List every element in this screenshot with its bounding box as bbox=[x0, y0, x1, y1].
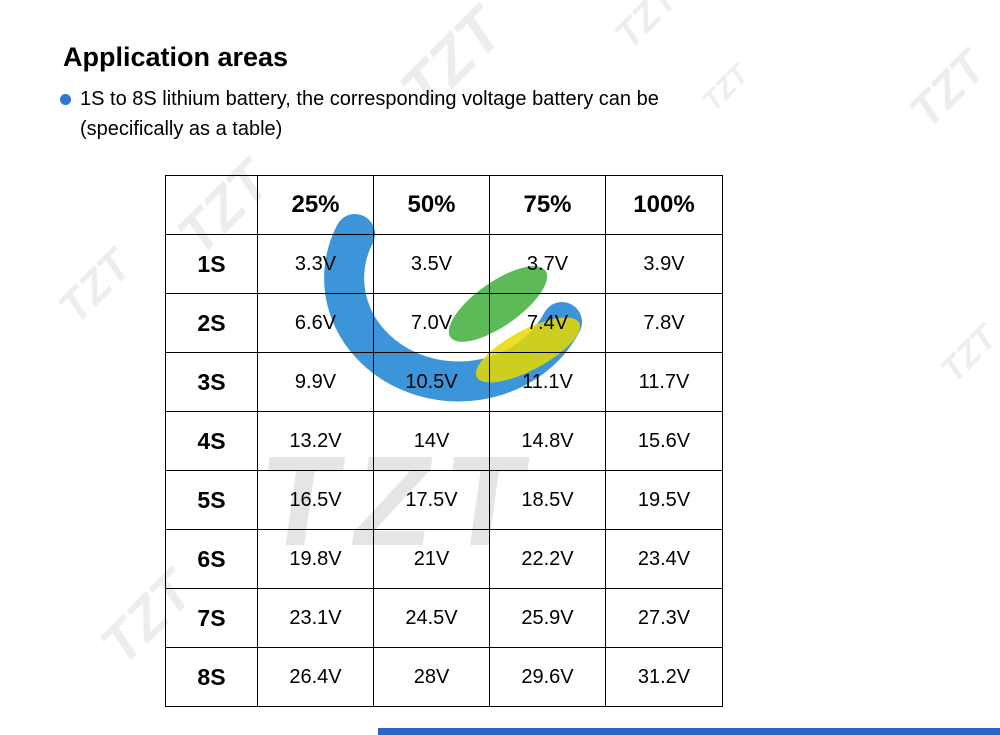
row-label-1s: 1S bbox=[165, 234, 258, 294]
voltage-cell: 3.5V bbox=[373, 234, 490, 294]
voltage-cell: 22.2V bbox=[489, 529, 606, 589]
voltage-cell: 27.3V bbox=[605, 588, 723, 648]
voltage-cell: 7.4V bbox=[489, 293, 606, 353]
voltage-cell: 31.2V bbox=[605, 647, 723, 707]
bullet-item: 1S to 8S lithium battery, the correspond… bbox=[60, 84, 840, 144]
bottom-accent-bar bbox=[378, 728, 1000, 735]
column-header-50: 50% bbox=[373, 175, 490, 235]
table-row: 8S 26.4V 28V 29.6V 31.2V bbox=[165, 647, 723, 707]
row-label-7s: 7S bbox=[165, 588, 258, 648]
tzt-watermark: TZT bbox=[898, 40, 996, 138]
table-row: 2S 6.6V 7.0V 7.4V 7.8V bbox=[165, 293, 723, 353]
voltage-cell: 15.6V bbox=[605, 411, 723, 471]
row-label-5s: 5S bbox=[165, 470, 258, 530]
voltage-cell: 7.8V bbox=[605, 293, 723, 353]
voltage-cell: 19.8V bbox=[257, 529, 374, 589]
voltage-cell: 3.3V bbox=[257, 234, 374, 294]
voltage-cell: 17.5V bbox=[373, 470, 490, 530]
bullet-dot-icon bbox=[60, 94, 71, 105]
voltage-cell: 11.1V bbox=[489, 352, 606, 412]
table-row: 1S 3.3V 3.5V 3.7V 3.9V bbox=[165, 234, 723, 294]
voltage-cell: 7.0V bbox=[373, 293, 490, 353]
voltage-cell: 19.5V bbox=[605, 470, 723, 530]
voltage-cell: 3.7V bbox=[489, 234, 606, 294]
column-header-100: 100% bbox=[605, 175, 723, 235]
table-row: 4S 13.2V 14V 14.8V 15.6V bbox=[165, 411, 723, 471]
voltage-cell: 10.5V bbox=[373, 352, 490, 412]
voltage-cell: 21V bbox=[373, 529, 490, 589]
bullet-text-line1: 1S to 8S lithium battery, the correspond… bbox=[80, 88, 659, 110]
column-header-75: 75% bbox=[489, 175, 606, 235]
table-row: 5S 16.5V 17.5V 18.5V 19.5V bbox=[165, 470, 723, 530]
row-label-3s: 3S bbox=[165, 352, 258, 412]
voltage-cell: 28V bbox=[373, 647, 490, 707]
voltage-cell: 11.7V bbox=[605, 352, 723, 412]
voltage-cell: 23.4V bbox=[605, 529, 723, 589]
voltage-cell: 9.9V bbox=[257, 352, 374, 412]
voltage-cell: 16.5V bbox=[257, 470, 374, 530]
corner-cell bbox=[165, 175, 258, 235]
row-label-8s: 8S bbox=[165, 647, 258, 707]
voltage-cell: 24.5V bbox=[373, 588, 490, 648]
voltage-cell: 26.4V bbox=[257, 647, 374, 707]
column-header-25: 25% bbox=[257, 175, 374, 235]
tzt-watermark: TZT bbox=[933, 318, 1000, 390]
voltage-cell: 23.1V bbox=[257, 588, 374, 648]
voltage-cell: 14.8V bbox=[489, 411, 606, 471]
table-row: 7S 23.1V 24.5V 25.9V 27.3V bbox=[165, 588, 723, 648]
table-header-row: 25% 50% 75% 100% bbox=[165, 175, 723, 235]
bullet-text: 1S to 8S lithium battery, the correspond… bbox=[80, 84, 659, 144]
voltage-cell: 6.6V bbox=[257, 293, 374, 353]
row-label-2s: 2S bbox=[165, 293, 258, 353]
tzt-watermark: TZT bbox=[606, 0, 686, 57]
voltage-table: 25% 50% 75% 100% 1S 3.3V 3.5V 3.7V 3.9V … bbox=[165, 175, 723, 707]
row-label-6s: 6S bbox=[165, 529, 258, 589]
page-title: Application areas bbox=[63, 42, 289, 72]
voltage-cell: 14V bbox=[373, 411, 490, 471]
tzt-watermark: TZT bbox=[49, 240, 141, 333]
voltage-cell: 25.9V bbox=[489, 588, 606, 648]
row-label-4s: 4S bbox=[165, 411, 258, 471]
bullet-text-line2: (specifically as a table) bbox=[80, 118, 283, 140]
voltage-cell: 18.5V bbox=[489, 470, 606, 530]
voltage-cell: 29.6V bbox=[489, 647, 606, 707]
table-row: 3S 9.9V 10.5V 11.1V 11.7V bbox=[165, 352, 723, 412]
voltage-cell: 13.2V bbox=[257, 411, 374, 471]
voltage-cell: 3.9V bbox=[605, 234, 723, 294]
table-row: 6S 19.8V 21V 22.2V 23.4V bbox=[165, 529, 723, 589]
